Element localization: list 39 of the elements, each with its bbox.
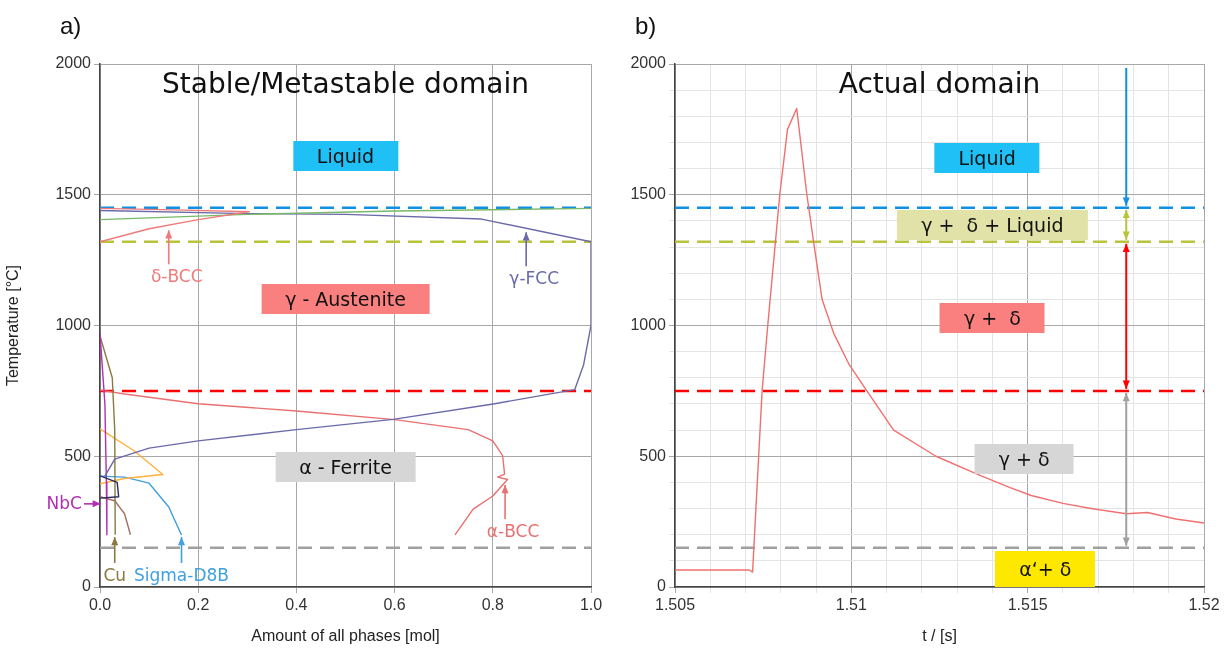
- annotation: Liquid: [292, 140, 399, 171]
- x-tick-label: 0.6: [383, 596, 406, 614]
- x-tick-label: 0.8: [481, 596, 505, 614]
- annotation: Sigma-D8B: [134, 565, 229, 585]
- y-tick-label: 500: [64, 446, 92, 464]
- annotation: α - Ferrite: [275, 451, 416, 482]
- chart-subtitle: Stable/Metastable domain: [162, 67, 529, 101]
- y-tick-label: 2000: [55, 54, 92, 72]
- chart-title: b): [635, 12, 657, 39]
- x-tick-label: 1.52: [1188, 596, 1220, 614]
- y-tick-label: 1500: [55, 185, 92, 203]
- annotation: NbC: [46, 492, 82, 513]
- y-tick-label: 0: [657, 577, 667, 595]
- x-tick-label: 0.0: [88, 596, 112, 614]
- y-tick-label: 500: [639, 446, 667, 464]
- chart-title: a): [60, 12, 82, 39]
- x-tick-label: 1.0: [579, 596, 603, 614]
- annotation: Liquid: [934, 143, 1040, 174]
- x-axis-title: Amount of all phases [mol]: [251, 626, 440, 644]
- y-tick-label: 1500: [630, 185, 667, 203]
- annotation: α‘+ δ: [995, 550, 1096, 587]
- chart-subtitle: Actual domain: [838, 67, 1041, 101]
- x-tick-label: 0.2: [187, 596, 210, 614]
- annotation: γ + δ: [974, 443, 1074, 474]
- y-tick-label: 2000: [630, 54, 667, 72]
- annotation: γ-FCC: [509, 268, 560, 289]
- y-tick-label: 0: [82, 577, 92, 595]
- annotation: γ - Austenite: [261, 284, 430, 315]
- x-tick-label: 1.51: [835, 596, 868, 614]
- x-tick-label: 1.505: [654, 596, 696, 614]
- y-tick-label: 1000: [55, 315, 92, 333]
- y-tick-label: 1000: [630, 315, 667, 333]
- x-tick-label: 0.4: [285, 596, 308, 614]
- y-axis-title: Temperature [°C]: [4, 264, 22, 387]
- annotation: γ + δ + Liquid: [897, 209, 1088, 240]
- x-axis-title: t / [s]: [922, 626, 957, 644]
- annotation: Cu: [103, 565, 127, 585]
- annotation: γ + δ: [939, 302, 1045, 333]
- x-tick-label: 1.515: [1007, 596, 1048, 614]
